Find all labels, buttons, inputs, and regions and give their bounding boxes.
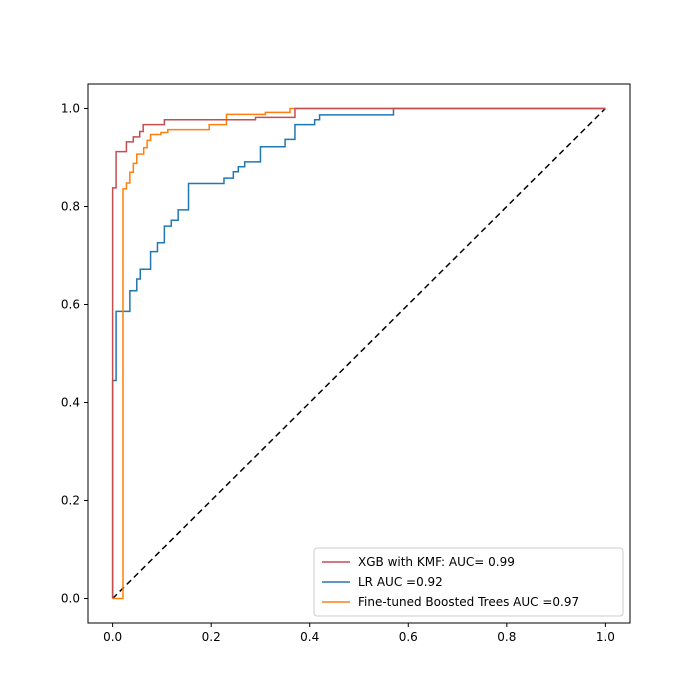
chance-diagonal-line xyxy=(112,107,606,600)
y-tick-label: 0.0 xyxy=(61,592,80,606)
legend-label-0: XGB with KMF: AUC= 0.99 xyxy=(358,555,515,569)
x-tick-label: 0.0 xyxy=(103,630,122,644)
series-line-1 xyxy=(111,107,606,599)
legend: XGB with KMF: AUC= 0.99 LR AUC =0.92 Fine-… xyxy=(313,547,624,617)
x-tick-label: 0.2 xyxy=(202,630,221,644)
series-line-0 xyxy=(111,107,606,599)
legend-label-2: Fine-tuned Boosted Trees AUC =0.97 xyxy=(358,595,579,609)
y-tick-label: 0.6 xyxy=(61,298,80,312)
x-tick-label: 0.8 xyxy=(497,630,516,644)
series-line-2 xyxy=(112,107,606,600)
plot-frame xyxy=(87,83,631,624)
y-tick-label: 0.4 xyxy=(61,396,80,410)
legend-items: XGB with KMF: AUC= 0.99 LR AUC =0.92 Fine-… xyxy=(322,555,579,609)
y-tick-label: 0.2 xyxy=(61,494,80,508)
y-tick-label: 0.8 xyxy=(61,200,80,214)
legend-box xyxy=(313,547,624,617)
legend-label-1: LR AUC =0.92 xyxy=(358,575,443,589)
plot-layer xyxy=(111,107,606,600)
ticks-layer: 0.0 0.2 0.4 0.6 0.8 1.0 0.0 0.2 0.4 0.6 0.8 1.0 xyxy=(61,102,615,645)
x-tick-label: 0.4 xyxy=(300,630,319,644)
x-tick-label: 0.6 xyxy=(399,630,418,644)
y-tick-label: 1.0 xyxy=(61,102,80,116)
x-tick-label: 1.0 xyxy=(596,630,615,644)
